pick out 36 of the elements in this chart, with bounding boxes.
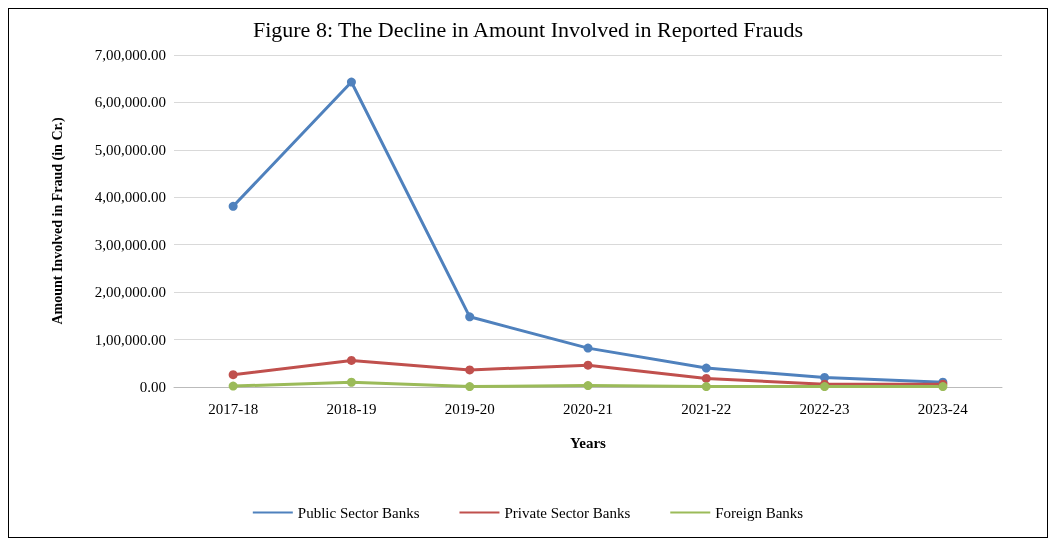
point: [583, 360, 593, 370]
x-axis-title: Years: [570, 434, 607, 451]
chart-title: Figure 8: The Decline in Amount Involved in Reported Frauds: [252, 16, 804, 42]
y-tick-label: 1,00,000.00: [94, 331, 166, 348]
point: [583, 381, 593, 391]
x-tick-label: 2023-24: [917, 400, 969, 417]
legend-label: Foreign Banks: [715, 504, 804, 521]
point: [228, 201, 238, 211]
point: [465, 382, 475, 392]
y-tick-label: 7,00,000.00: [94, 47, 166, 63]
x-tick-label: 2021-22: [681, 400, 732, 417]
point: [465, 312, 475, 322]
x-tick-label: 2018-19: [326, 400, 377, 417]
y-tick-label: 5,00,000.00: [94, 141, 166, 158]
x-tick-label: 2020-21: [563, 400, 613, 417]
y-tick-label: 0.00: [139, 379, 166, 395]
legend-label: Public Sector Banks: [297, 504, 420, 521]
point: [465, 365, 475, 375]
point: [346, 77, 356, 87]
point: [346, 377, 356, 387]
point: [701, 382, 711, 392]
point: [228, 370, 238, 380]
y-axis-title: Amount Involved in Fraud (in Cr.): [49, 117, 66, 325]
legend-label: Private Sector Banks: [504, 504, 631, 521]
x-tick-label: 2022-23: [799, 400, 850, 417]
point: [583, 343, 593, 353]
y-tick-label: 2,00,000.00: [94, 284, 166, 301]
x-tick-label: 2017-18: [208, 400, 259, 417]
y-tick-label: 4,00,000.00: [94, 189, 166, 206]
point: [346, 355, 356, 365]
point: [228, 381, 238, 391]
y-tick-label: 6,00,000.00: [94, 94, 166, 111]
point: [701, 363, 711, 373]
point: [701, 373, 711, 383]
y-tick-label: 3,00,000.00: [94, 236, 166, 253]
x-tick-label: 2019-20: [444, 400, 495, 417]
